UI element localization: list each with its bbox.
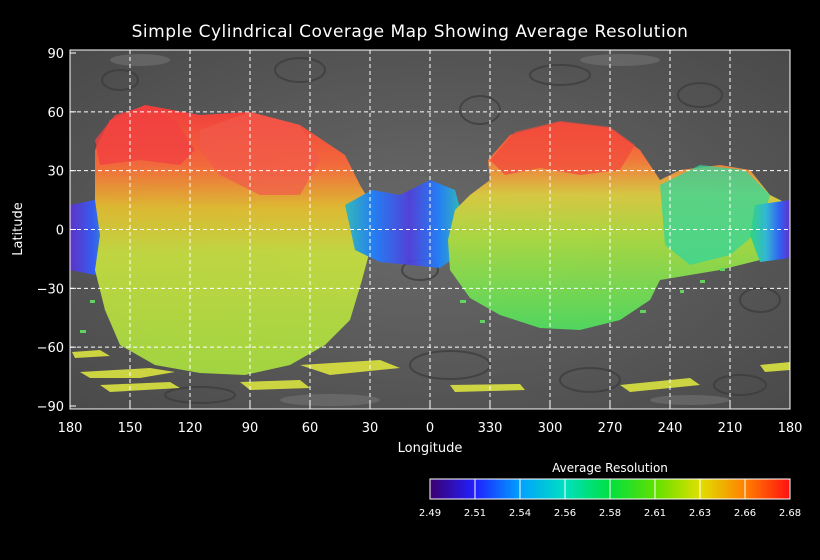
x-tick-label: 30 [362, 421, 379, 436]
colorbar-tick-label: 2.68 [779, 508, 801, 519]
colorbar-tick-label: 2.58 [599, 508, 621, 519]
x-tick-label: 180 [778, 421, 803, 436]
colorbar-tick-label: 2.49 [419, 508, 441, 519]
x-axis-ticks: 180 150 120 90 60 30 0 330 300 270 240 210 180 [58, 403, 803, 436]
colorbar: Average Resolution 2.49 2.51 2.54 2.56 2.58 2… [419, 461, 801, 519]
coverage-layer [70, 105, 790, 392]
graticule [70, 50, 790, 409]
colorbar-tick-label: 2.63 [689, 508, 711, 519]
coverage-patch [750, 200, 790, 262]
y-axis-ticks: 90 60 30 0 −30 −60 −90 [37, 47, 76, 415]
y-tick-label: 60 [47, 106, 64, 121]
colorbar-tick-label: 2.56 [554, 508, 576, 519]
y-tick-label: −60 [37, 341, 64, 356]
map-title: Simple Cylindrical Coverage Map Showing … [131, 22, 689, 42]
colorbar-tick-label: 2.66 [734, 508, 756, 519]
x-tick-label: 330 [478, 421, 503, 436]
colorbar-tick-label: 2.51 [464, 508, 486, 519]
y-tick-label: 30 [47, 165, 64, 180]
x-tick-label: 240 [658, 421, 683, 436]
y-tick-label: −30 [37, 282, 64, 297]
y-tick-label: −90 [37, 400, 64, 415]
x-tick-label: 300 [538, 421, 563, 436]
x-tick-label: 210 [718, 421, 743, 436]
y-axis-label: Latitude [11, 202, 26, 256]
x-tick-label: 150 [118, 421, 143, 436]
x-tick-label: 60 [302, 421, 319, 436]
colorbar-tick-label: 2.61 [644, 508, 666, 519]
x-tick-label: 270 [598, 421, 623, 436]
x-tick-label: 120 [178, 421, 203, 436]
x-tick-label: 90 [242, 421, 259, 436]
colorbar-title: Average Resolution [552, 461, 668, 475]
y-tick-label: 90 [47, 47, 64, 62]
y-tick-label: 0 [56, 224, 64, 239]
colorbar-ticks: 2.49 2.51 2.54 2.56 2.58 2.61 2.63 2.66 2.68 [419, 479, 801, 519]
x-tick-label: 180 [58, 421, 83, 436]
colorbar-tick-label: 2.54 [509, 508, 531, 519]
coverage-patch [345, 180, 462, 268]
x-tick-label: 0 [426, 421, 434, 436]
x-axis-label: Longitude [398, 441, 463, 456]
